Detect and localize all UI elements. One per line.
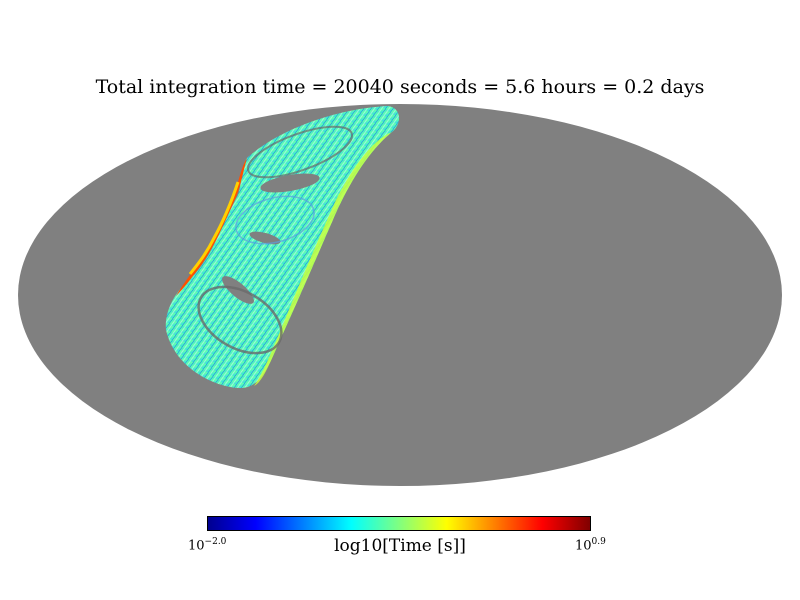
colorbar — [207, 516, 591, 531]
colorbar-min-label: 10−2.0 — [188, 537, 227, 554]
mollweide-sphere — [18, 104, 782, 486]
coverage-footprint — [165, 106, 400, 388]
colorbar-label: log10[Time [s]] — [334, 536, 466, 556]
map-title: Total integration time = 20040 seconds =… — [95, 76, 705, 98]
colorbar-max-label: 100.9 — [575, 537, 606, 554]
